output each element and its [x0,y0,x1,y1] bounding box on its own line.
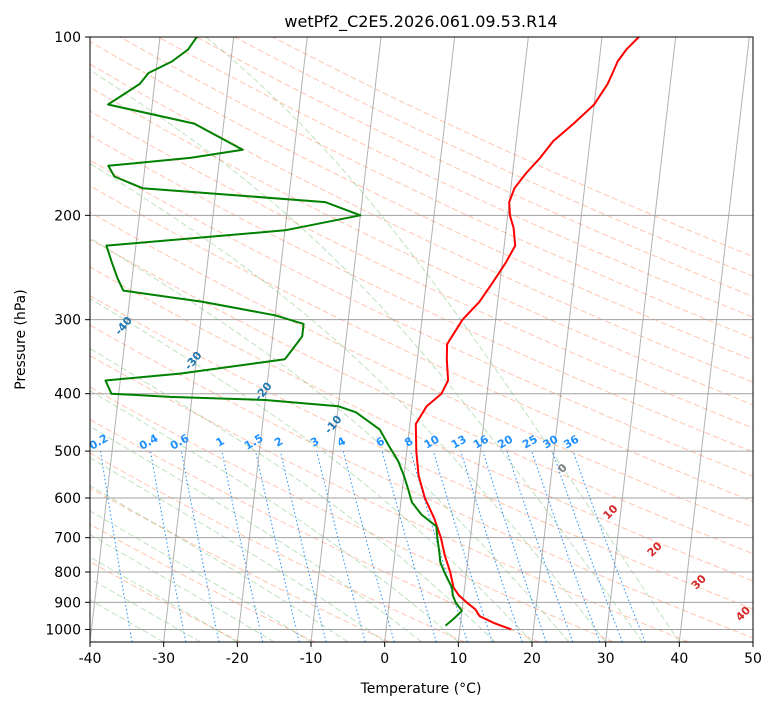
moist-adiabat [90,237,570,642]
mixing-ratio-line [221,451,264,642]
chart-title: wetPf2_C2E5.2026.061.09.53.R14 [284,12,557,32]
dry-adiabat [90,487,390,642]
mixing-ratio-line [531,450,601,642]
mixing-ratio-line [342,450,395,642]
dry-adiabat [90,134,753,453]
mixing-ratio-line [551,450,623,642]
x-tick-label: -10 [300,651,323,667]
y-tick-label: 700 [54,531,81,547]
dry-adiabat [90,238,753,555]
isotherm-line [90,37,161,642]
dry-adiabat [90,295,753,610]
moist-adiabat [90,556,238,642]
x-tick-label: -30 [152,651,175,667]
isotherm-line [236,37,308,642]
mixing-ratio-line [381,450,437,642]
x-tick-label: 50 [744,651,762,667]
isotherm-line [531,37,603,642]
x-tick-label: 40 [670,651,688,667]
mixing-ratio-line [279,450,327,642]
dry-adiabat [90,324,753,639]
dry-adiabat [119,37,753,339]
dry-adiabat [90,159,753,477]
isotherm-line [457,37,529,642]
mixing-ratio-line [100,451,133,642]
y-tick-label: 200 [54,208,81,224]
moist-adiabat [90,578,201,642]
y-tick-label: 800 [54,565,81,581]
dry-adiabat [196,37,753,298]
x-tick-label: 30 [597,651,615,667]
mixing-ratio-line [572,450,646,642]
isotherm-line [310,37,382,642]
plot-area: -100-90-80-70-60-50-40-30-20-100.10.20.4… [90,37,753,642]
isotherm-line [605,37,677,642]
x-tick-label: 0 [380,651,389,667]
moist-adiabat [90,162,607,642]
dry-adiabat [90,41,753,361]
dry-adiabat [90,110,753,429]
dry-adiabat [90,86,753,406]
dewpoint-trace [104,37,463,627]
mixing-ratio-line [180,451,220,642]
x-tick-label: 10 [449,651,467,667]
temperature-trace [414,37,640,631]
x-tick-label: -20 [226,651,249,667]
moist-adiabat [205,37,680,642]
dry-adiabat [90,355,689,642]
dry-adiabat [90,523,315,642]
moist-adiabat [90,534,275,642]
y-tick-label: 300 [54,313,81,329]
y-tick-label: 1000 [45,622,81,638]
x-tick-label: -40 [79,651,102,667]
dry-adiabat [90,63,753,383]
y-tick-label: 600 [54,491,81,507]
isotherm-line [678,37,750,642]
x-axis-label: Temperature (°C) [360,681,482,697]
dry-adiabat [234,37,753,277]
mixing-ratio-line [255,450,300,642]
dry-adiabat [90,185,753,502]
y-tick-label: 400 [54,387,81,403]
moist-adiabat [90,297,533,642]
moist-adiabat [90,485,349,642]
mixing-ratio-line [150,451,187,642]
x-tick-label: 20 [523,651,541,667]
moist-adiabat [90,390,459,642]
dry-adiabat [90,211,753,528]
y-axis-label: Pressure (hPa) [13,289,29,389]
y-tick-label: 900 [54,595,81,611]
moist-adiabat [90,457,385,642]
isotherm-line [384,37,456,642]
moist-adiabat [90,69,643,642]
y-tick-label: 500 [54,444,81,460]
plot-frame [89,36,754,643]
mixing-ratio-line [506,450,574,642]
dry-adiabat [90,386,614,642]
y-tick-label: 100 [54,30,81,46]
